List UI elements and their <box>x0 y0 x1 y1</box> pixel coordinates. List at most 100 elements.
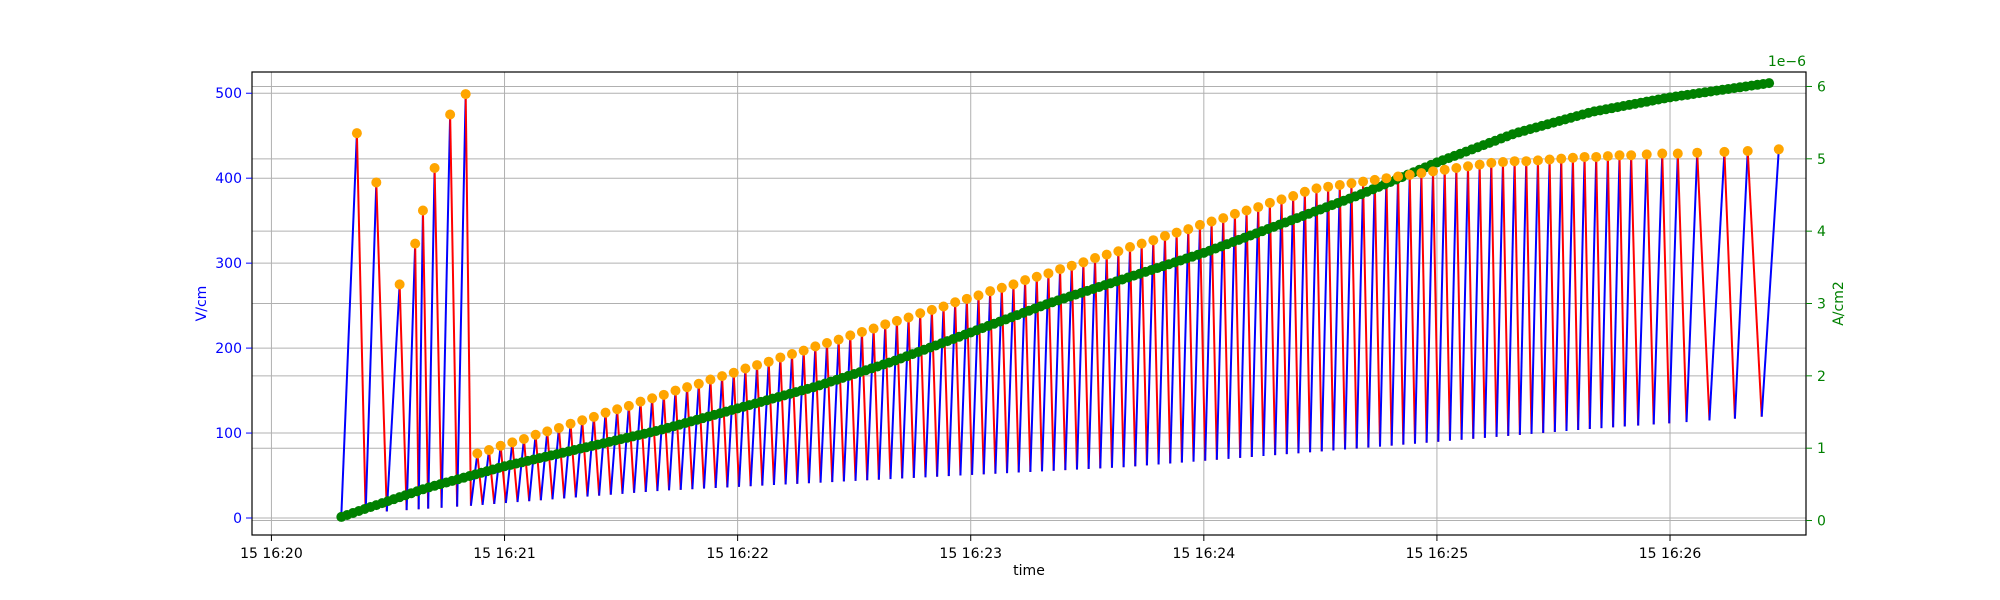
current-marker <box>1764 78 1774 88</box>
peak-marker <box>1428 166 1438 176</box>
field-rise-segment <box>657 395 663 491</box>
field-rise-segment <box>937 306 943 476</box>
field-fall-segment <box>885 324 890 479</box>
field-fall-segment <box>920 313 925 477</box>
field-rise-segment <box>1497 162 1503 437</box>
x-tick-label: 15 16:25 <box>1406 546 1469 562</box>
peak-marker <box>869 324 879 334</box>
field-fall-segment <box>1631 155 1638 425</box>
field-fall-segment <box>489 450 494 504</box>
field-fall-segment <box>839 340 844 482</box>
field-fall-segment <box>1608 156 1613 427</box>
peak-marker <box>810 341 820 351</box>
peak-marker <box>1277 194 1287 204</box>
field-rise-segment <box>553 428 559 499</box>
field-rise-segment <box>1380 178 1386 446</box>
field-fall-segment <box>1724 152 1734 419</box>
field-rise-segment <box>1357 182 1363 449</box>
field-rise-segment <box>1228 214 1234 459</box>
peak-marker <box>531 430 541 440</box>
field-fall-segment <box>512 442 517 502</box>
field-rise-segment <box>1508 161 1514 436</box>
field-rise-segment <box>995 288 1001 474</box>
y-axis-label-left: V/cm <box>194 286 210 322</box>
field-rise-segment <box>1438 170 1444 442</box>
field-fall-segment <box>815 346 820 482</box>
peak-marker <box>1172 228 1182 238</box>
y-axis-label-right: A/cm2 <box>1831 281 1847 326</box>
field-fall-segment <box>909 318 914 478</box>
field-rise-segment <box>727 373 733 488</box>
field-rise-segment <box>1275 199 1281 455</box>
field-rise-segment <box>494 446 500 504</box>
field-fall-segment <box>466 94 471 506</box>
field-rise-segment <box>1601 156 1607 428</box>
field-rise-segment <box>1543 160 1549 433</box>
field-fall-segment <box>1445 170 1450 441</box>
peak-marker <box>1078 257 1088 267</box>
field-rise-segment <box>786 354 792 484</box>
field-rise-segment <box>1709 152 1724 421</box>
field-fall-segment <box>629 406 634 493</box>
field-rise-segment <box>407 244 416 511</box>
field-fall-segment <box>423 210 428 508</box>
peak-marker <box>624 401 634 411</box>
left-tick-label: 400 <box>215 171 242 187</box>
peak-marker <box>892 316 902 326</box>
field-rise-segment <box>739 368 745 486</box>
peak-marker <box>1370 175 1380 185</box>
peak-marker <box>1405 170 1415 180</box>
peak-marker <box>1521 156 1531 166</box>
field-rise-segment <box>1654 154 1663 425</box>
peak-marker <box>519 434 529 444</box>
peak-marker <box>1533 155 1543 165</box>
peak-marker <box>939 301 949 311</box>
x-axis-label: time <box>1013 563 1045 579</box>
peak-marker <box>1568 153 1578 163</box>
peak-marker <box>1346 178 1356 188</box>
peak-marker <box>1774 144 1784 154</box>
field-rise-segment <box>1520 161 1526 435</box>
field-rise-segment <box>1392 176 1398 445</box>
field-rise-segment <box>1485 163 1491 438</box>
peak-marker <box>612 404 622 414</box>
field-rise-segment <box>1403 175 1409 445</box>
field-fall-segment <box>1550 160 1555 432</box>
right-tick-label: 6 <box>1817 79 1826 95</box>
peak-marker <box>1580 152 1590 162</box>
field-rise-segment <box>844 335 850 481</box>
peak-marker <box>1626 150 1636 160</box>
field-rise-segment <box>634 402 640 493</box>
field-fall-segment <box>1573 158 1578 430</box>
field-rise-segment <box>1625 155 1631 426</box>
field-rise-segment <box>1590 157 1596 429</box>
peak-marker <box>717 371 727 381</box>
peak-marker <box>371 177 381 187</box>
x-tick-label: 15 16:20 <box>240 546 303 562</box>
field-rise-segment <box>1566 158 1572 431</box>
field-fall-segment <box>1468 166 1473 438</box>
peak-marker <box>729 368 739 378</box>
field-fall-segment <box>1223 218 1228 459</box>
field-fall-segment <box>955 302 960 475</box>
field-rise-segment <box>821 343 827 483</box>
field-fall-segment <box>1247 210 1252 456</box>
field-rise-segment <box>1368 180 1374 448</box>
field-rise-segment <box>506 442 512 503</box>
peak-marker <box>484 445 494 455</box>
field-fall-segment <box>1433 171 1438 441</box>
field-rise-segment <box>483 450 489 505</box>
peak-marker <box>1265 198 1275 208</box>
field-rise-segment <box>1240 210 1246 457</box>
peak-marker <box>1358 177 1368 187</box>
peak-marker <box>1218 213 1228 223</box>
field-fall-segment <box>757 365 762 486</box>
field-fall-segment <box>617 409 622 494</box>
field-rise-segment <box>890 321 896 479</box>
peak-marker <box>1451 163 1461 173</box>
peak-marker <box>1463 161 1473 171</box>
field-fall-segment <box>1375 180 1380 447</box>
peak-marker <box>1230 209 1240 219</box>
field-rise-segment <box>341 133 357 514</box>
x-tick-label: 15 16:23 <box>939 546 1002 562</box>
